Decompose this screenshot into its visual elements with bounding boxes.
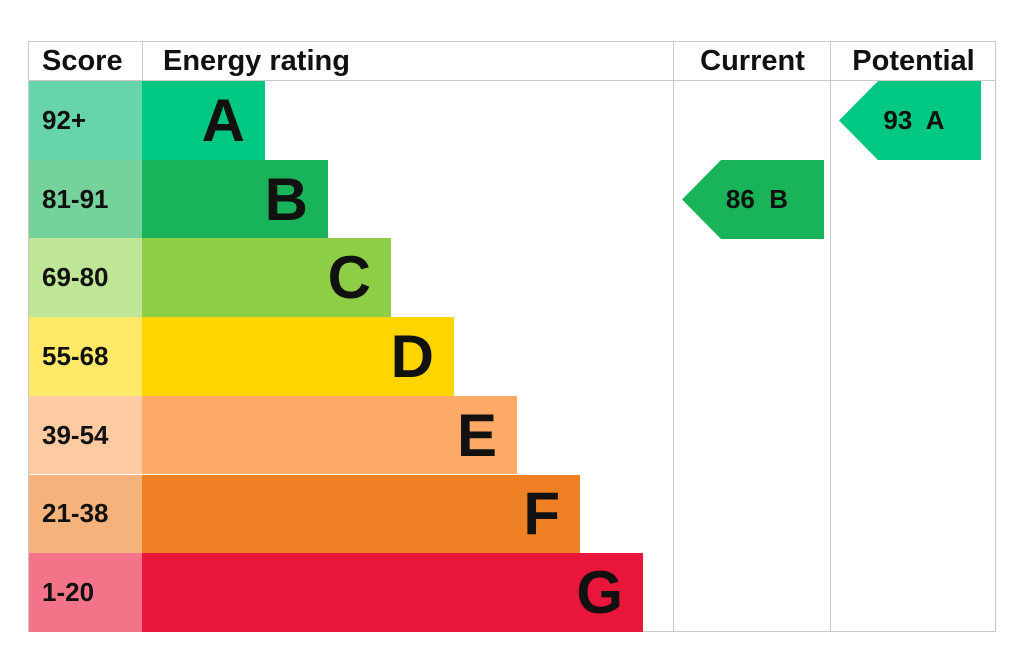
score-header: Score [42,45,123,77]
current-header: Current [700,45,805,77]
header-divider [29,80,995,81]
rating-bar-g: G [142,553,643,632]
score-range-g: 1-20 [29,553,142,632]
potential-rating-arrow: 93 A [839,81,981,160]
rating-bar-d: D [142,317,454,396]
score-range-f: 21-38 [29,474,142,554]
rating-bar-a: A [142,81,265,160]
score-range-a: 92+ [29,81,142,160]
current-rating-arrow: 86 B [682,159,824,239]
score-range-b: 81-91 [29,159,142,239]
epc-chart: Score Energy rating Current Potential 92… [28,41,996,632]
rating-bar-b: B [142,159,328,239]
potential-arrow-shape [839,81,981,160]
score-range-c: 69-80 [29,238,142,318]
potential-rating-label: 93 A [883,105,945,135]
score-range-e: 39-54 [29,395,142,475]
potential-column-divider [830,42,831,631]
current-rating-label: 86 B [725,183,789,214]
current-arrow-polygon [682,159,824,239]
score-column-divider [142,42,143,81]
potential-header: Potential [852,45,975,77]
rating-bar-e: E [142,395,517,475]
current-column-divider [673,42,674,631]
current-arrow-shape [682,159,824,239]
score-range-d: 55-68 [29,317,142,396]
energy-rating-header: Energy rating [163,45,350,77]
potential-arrow-polygon [839,81,981,160]
rating-bar-c: C [142,238,391,318]
rating-bar-f: F [142,474,580,554]
